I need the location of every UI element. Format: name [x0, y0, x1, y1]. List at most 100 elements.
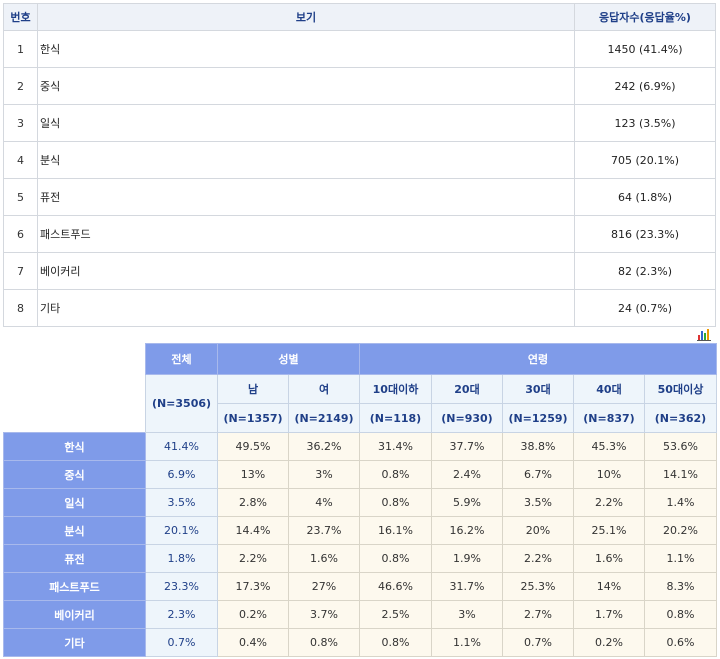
- row-option: 패스트푸드: [37, 215, 575, 253]
- crosstab-row-label: 일식: [3, 488, 146, 517]
- crosstab-cell: 25.3%: [502, 572, 574, 601]
- crosstab-total-cell: 41.4%: [145, 432, 218, 461]
- row-value: 64 (1.8%): [574, 178, 716, 216]
- crosstab-cell: 46.6%: [359, 572, 432, 601]
- crosstab-cell: 1.6%: [573, 544, 645, 573]
- crosstab-cell: 1.4%: [644, 488, 717, 517]
- crosstab-row: 기타 0.7% 0.4% 0.8% 0.8% 1.1% 0.7% 0.2% 0.6%: [3, 628, 717, 657]
- column-n: (N=1357): [217, 403, 289, 433]
- crosstab-cell: 14%: [573, 572, 645, 601]
- crosstab-cell: 10%: [573, 460, 645, 489]
- crosstab-cell: 45.3%: [573, 432, 645, 461]
- header-number: 번호: [3, 3, 38, 31]
- column-label: 20대: [431, 374, 503, 404]
- crosstab-cell: 14.4%: [217, 516, 289, 545]
- column-n: (N=1259): [502, 403, 574, 433]
- age-header: 연령: [359, 343, 717, 375]
- crosstab-row: 패스트푸드 23.3% 17.3% 27% 46.6% 31.7% 25.3% 14% 8.3%: [3, 572, 717, 601]
- crosstab-cell: 14.1%: [644, 460, 717, 489]
- response-row: 3 일식 123 (3.5%): [3, 104, 716, 142]
- total-n: (N=3506): [145, 374, 218, 433]
- crosstab-row: 일식 3.5% 2.8% 4% 0.8% 5.9% 3.5% 2.2% 1.4%: [3, 488, 717, 517]
- column-label: 남: [217, 374, 289, 404]
- row-value: 242 (6.9%): [574, 67, 716, 105]
- crosstab-cell: 0.7%: [502, 628, 574, 657]
- crosstab-cell: 3.5%: [502, 488, 574, 517]
- crosstab-row-label: 패스트푸드: [3, 572, 146, 601]
- crosstab-cell: 0.6%: [644, 628, 717, 657]
- response-row: 2 중식 242 (6.9%): [3, 67, 716, 105]
- row-option: 분식: [37, 141, 575, 179]
- crosstab-total-cell: 2.3%: [145, 600, 218, 629]
- column-label: 여: [288, 374, 360, 404]
- crosstab-cell: 3.7%: [288, 600, 360, 629]
- response-row: 5 퓨전 64 (1.8%): [3, 178, 716, 216]
- crosstab-row-label: 분식: [3, 516, 146, 545]
- crosstab-cell: 25.1%: [573, 516, 645, 545]
- row-number: 3: [3, 104, 38, 142]
- crosstab-row-label: 퓨전: [3, 544, 146, 573]
- crosstab-row: 퓨전 1.8% 2.2% 1.6% 0.8% 1.9% 2.2% 1.6% 1.1%: [3, 544, 717, 573]
- crosstab-cell: 0.8%: [644, 600, 717, 629]
- bar-chart-icon[interactable]: [697, 328, 711, 341]
- crosstab-cell: 27%: [288, 572, 360, 601]
- crosstab-row-label: 베이커리: [3, 600, 146, 629]
- response-row: 4 분식 705 (20.1%): [3, 141, 716, 179]
- crosstab-cell: 2.2%: [217, 544, 289, 573]
- response-table-header: 번호 보기 응답자수(응답율%): [3, 3, 716, 31]
- crosstab-cell: 2.5%: [359, 600, 432, 629]
- crosstab-row-label: 중식: [3, 460, 146, 489]
- column-label: 40대: [573, 374, 645, 404]
- crosstab-row-label: 한식: [3, 432, 146, 461]
- crosstab-cell: 1.1%: [644, 544, 717, 573]
- total-header: 전체: [145, 343, 218, 375]
- column-n: (N=118): [359, 403, 432, 433]
- column-n: (N=837): [573, 403, 645, 433]
- column-label-row: (N=3506) 남 여 10대이하 20대 30대 40대 50대이상: [4, 374, 717, 433]
- crosstab-total-cell: 20.1%: [145, 516, 218, 545]
- crosstab-cell: 0.2%: [573, 628, 645, 657]
- header-responses: 응답자수(응답율%): [574, 3, 716, 31]
- row-number: 2: [3, 67, 38, 105]
- crosstab-cell: 31.7%: [431, 572, 503, 601]
- crosstab-cell: 53.6%: [644, 432, 717, 461]
- crosstab-cell: 36.2%: [288, 432, 360, 461]
- crosstab-cell: 0.4%: [217, 628, 289, 657]
- crosstab-cell: 20.2%: [644, 516, 717, 545]
- crosstab-cell: 13%: [217, 460, 289, 489]
- crosstab-total-cell: 1.8%: [145, 544, 218, 573]
- crosstab-cell: 20%: [502, 516, 574, 545]
- row-value: 82 (2.3%): [574, 252, 716, 290]
- column-label: 30대: [502, 374, 574, 404]
- crosstab-cell: 23.7%: [288, 516, 360, 545]
- row-option: 일식: [37, 104, 575, 142]
- crosstab-cell: 0.8%: [359, 544, 432, 573]
- crosstab-row: 한식 41.4% 49.5% 36.2% 31.4% 37.7% 38.8% 45.3% 53.…: [3, 432, 717, 461]
- crosstab-cell: 3%: [288, 460, 360, 489]
- response-row: 8 기타 24 (0.7%): [3, 289, 716, 327]
- crosstab-row: 중식 6.9% 13% 3% 0.8% 2.4% 6.7% 10% 14.1%: [3, 460, 717, 489]
- crosstab-cell: 2.4%: [431, 460, 503, 489]
- row-option: 퓨전: [37, 178, 575, 216]
- crosstab-total-cell: 3.5%: [145, 488, 218, 517]
- column-label: 10대이하: [359, 374, 432, 404]
- crosstab-table: 전체 성별 연령 (N=3506) 남 여 10대이하 20대 30대 40대 50대이상 …: [3, 343, 717, 657]
- crosstab-cell: 16.2%: [431, 516, 503, 545]
- crosstab-cell: 0.2%: [217, 600, 289, 629]
- crosstab-total-cell: 23.3%: [145, 572, 218, 601]
- crosstab-cell: 1.1%: [431, 628, 503, 657]
- crosstab-cell: 8.3%: [644, 572, 717, 601]
- row-value: 705 (20.1%): [574, 141, 716, 179]
- crosstab-cell: 0.8%: [359, 488, 432, 517]
- crosstab-cell: 1.9%: [431, 544, 503, 573]
- column-n-row: (N=1357) (N=2149) (N=118) (N=930) (N=1259) (N…: [4, 403, 717, 433]
- crosstab-cell: 1.7%: [573, 600, 645, 629]
- column-n: (N=2149): [288, 403, 360, 433]
- row-value: 123 (3.5%): [574, 104, 716, 142]
- crosstab-cell: 0.8%: [359, 460, 432, 489]
- response-row: 7 베이커리 82 (2.3%): [3, 252, 716, 290]
- crosstab-cell: 17.3%: [217, 572, 289, 601]
- crosstab-cell: 2.7%: [502, 600, 574, 629]
- crosstab-cell: 16.1%: [359, 516, 432, 545]
- crosstab-cell: 38.8%: [502, 432, 574, 461]
